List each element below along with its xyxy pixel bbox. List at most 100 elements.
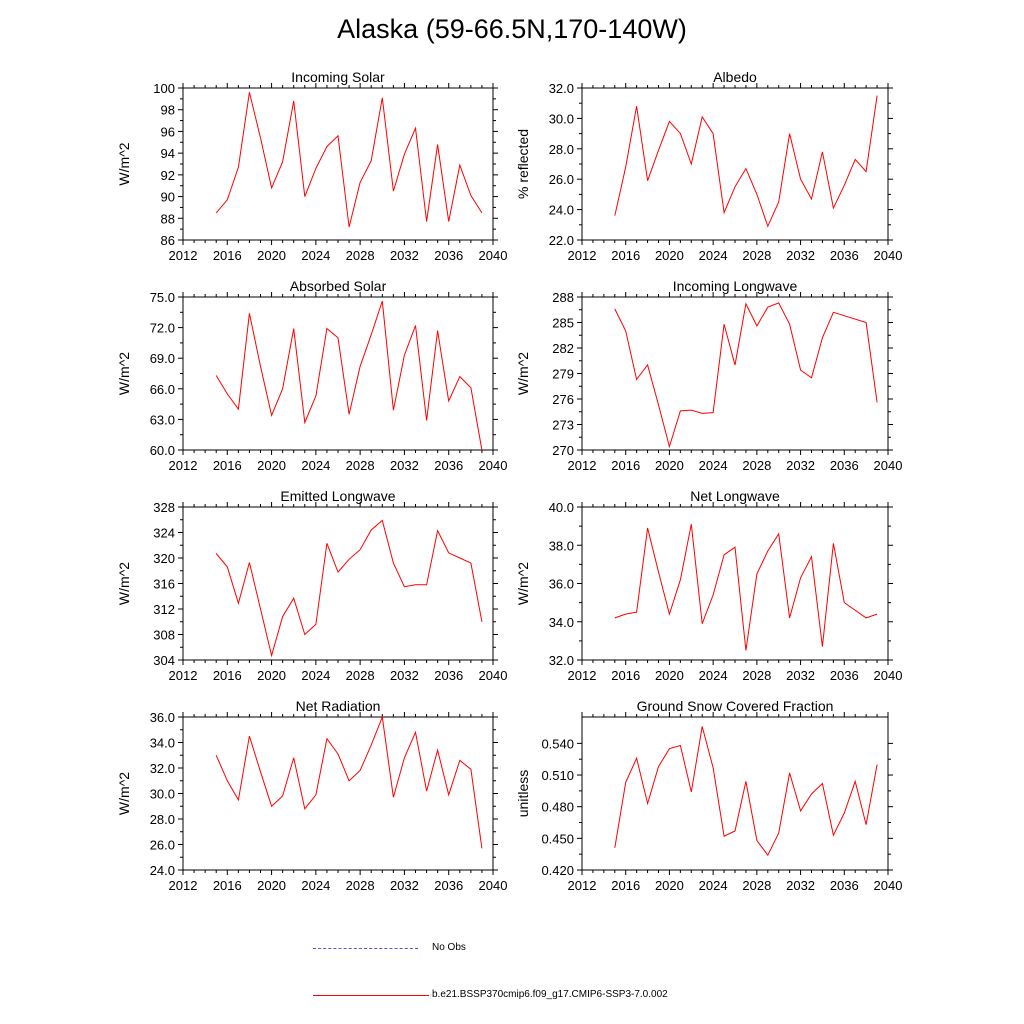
plot-frame <box>182 87 494 241</box>
x-tick-label: 2016 <box>213 668 242 683</box>
x-tick-label: 2036 <box>830 458 859 473</box>
series-line <box>215 300 483 451</box>
y-tick-label: 312 <box>153 602 175 617</box>
x-tick-label: 2028 <box>346 458 375 473</box>
x-tick-label: 2020 <box>655 878 684 893</box>
panel-title: Absorbed Solar <box>290 278 387 294</box>
x-tick-label: 2032 <box>390 668 419 683</box>
y-axis-label: % reflected <box>515 129 531 199</box>
y-tick-label: 36.0 <box>150 710 175 725</box>
x-tick-label: 2012 <box>568 248 597 263</box>
x-tick-label: 2012 <box>169 248 198 263</box>
y-tick-label: 96 <box>161 124 175 139</box>
panel-title: Emitted Longwave <box>280 488 395 504</box>
y-tick-label: 92 <box>161 168 175 183</box>
x-tick-label: 2036 <box>830 668 859 683</box>
x-tick-label: 2012 <box>169 458 198 473</box>
legend-series-line <box>313 995 429 996</box>
x-tick-label: 2032 <box>786 878 815 893</box>
y-tick-label: 100 <box>153 81 175 96</box>
y-tick-label: 26.0 <box>549 172 574 187</box>
x-tick-label: 2012 <box>568 668 597 683</box>
chart-panel-1: Incoming Solar W/m^2 2012 2016 2020 2024 2028 2… <box>116 69 507 263</box>
x-tick-label: 2012 <box>169 668 198 683</box>
y-tick-label: 30.0 <box>549 111 574 126</box>
panel-title: Ground Snow Covered Fraction <box>637 698 834 714</box>
legend-no-obs-line <box>313 948 418 949</box>
chart-panel-6: Net Longwave W/m^2 2012 2016 2020 2024 2028 203… <box>515 488 902 683</box>
series-line <box>215 519 483 658</box>
x-tick-label: 2024 <box>699 878 728 893</box>
y-tick-label: 30.0 <box>150 787 175 802</box>
x-tick-label: 2016 <box>611 458 640 473</box>
y-tick-label: 273 <box>552 418 574 433</box>
x-tick-label: 2036 <box>434 668 463 683</box>
y-tick-label: 72.0 <box>150 321 175 336</box>
plot-frame <box>182 296 494 451</box>
y-tick-label: 69.0 <box>150 351 175 366</box>
y-tick-label: 88 <box>161 211 175 226</box>
y-tick-label: 24.0 <box>150 863 175 878</box>
y-tick-label: 32.0 <box>549 653 574 668</box>
plot-frame <box>581 716 889 871</box>
x-tick-label: 2040 <box>479 668 508 683</box>
y-tick-label: 24.0 <box>549 203 574 218</box>
x-tick-label: 2020 <box>257 668 286 683</box>
y-tick-label: 285 <box>552 316 574 331</box>
x-tick-label: 2020 <box>655 668 684 683</box>
series-line <box>614 524 878 651</box>
x-tick-label: 2032 <box>786 458 815 473</box>
plot-frame <box>581 87 889 241</box>
y-tick-label: 320 <box>153 551 175 566</box>
x-tick-label: 2016 <box>611 248 640 263</box>
panel-title: Incoming Longwave <box>673 278 798 294</box>
y-tick-label: 0.540 <box>541 736 574 751</box>
x-tick-label: 2028 <box>742 458 771 473</box>
x-tick-label: 2024 <box>699 248 728 263</box>
plot-frame <box>182 506 494 661</box>
y-tick-label: 28.0 <box>549 142 574 157</box>
chart-panel-7: Net Radiation W/m^2 2012 2016 2020 2024 2028 20… <box>116 698 507 893</box>
y-axis-label: W/m^2 <box>515 352 531 395</box>
x-tick-label: 2012 <box>568 458 597 473</box>
panel-title: Net Longwave <box>690 488 780 504</box>
x-tick-label: 2028 <box>346 668 375 683</box>
y-tick-label: 0.450 <box>541 831 574 846</box>
series-line <box>215 715 483 849</box>
x-tick-label: 2036 <box>830 878 859 893</box>
y-tick-label: 86 <box>161 233 175 248</box>
x-tick-label: 2016 <box>611 668 640 683</box>
x-tick-label: 2036 <box>434 458 463 473</box>
y-tick-label: 270 <box>552 443 574 458</box>
y-tick-label: 308 <box>153 628 175 643</box>
x-tick-label: 2016 <box>213 878 242 893</box>
plot-frame <box>581 296 889 451</box>
x-tick-label: 2040 <box>874 248 903 263</box>
x-tick-label: 2036 <box>434 248 463 263</box>
y-axis-label: W/m^2 <box>515 562 531 605</box>
x-tick-label: 2028 <box>346 248 375 263</box>
y-tick-label: 40.0 <box>549 500 574 515</box>
x-tick-label: 2028 <box>346 878 375 893</box>
y-tick-label: 75.0 <box>150 290 175 305</box>
y-tick-label: 276 <box>552 392 574 407</box>
x-tick-label: 2012 <box>568 878 597 893</box>
plot-frame <box>581 506 889 661</box>
y-tick-label: 22.0 <box>549 233 574 248</box>
y-axis-label: W/m^2 <box>116 352 132 395</box>
page-title: Alaska (59-66.5N,170-140W) <box>337 14 687 44</box>
series-line <box>614 95 878 228</box>
x-tick-label: 2024 <box>301 668 330 683</box>
y-axis-label: unitless <box>515 770 531 817</box>
chart-panel-5: Emitted Longwave W/m^2 2012 2016 2020 2024 202… <box>116 488 507 683</box>
x-tick-label: 2024 <box>301 878 330 893</box>
x-tick-label: 2016 <box>611 878 640 893</box>
y-tick-label: 63.0 <box>150 412 175 427</box>
y-tick-label: 288 <box>552 290 574 305</box>
y-tick-label: 90 <box>161 190 175 205</box>
y-tick-label: 324 <box>153 526 175 541</box>
y-tick-label: 0.510 <box>541 768 574 783</box>
x-tick-label: 2024 <box>301 248 330 263</box>
panel-title: Albedo <box>713 69 757 85</box>
